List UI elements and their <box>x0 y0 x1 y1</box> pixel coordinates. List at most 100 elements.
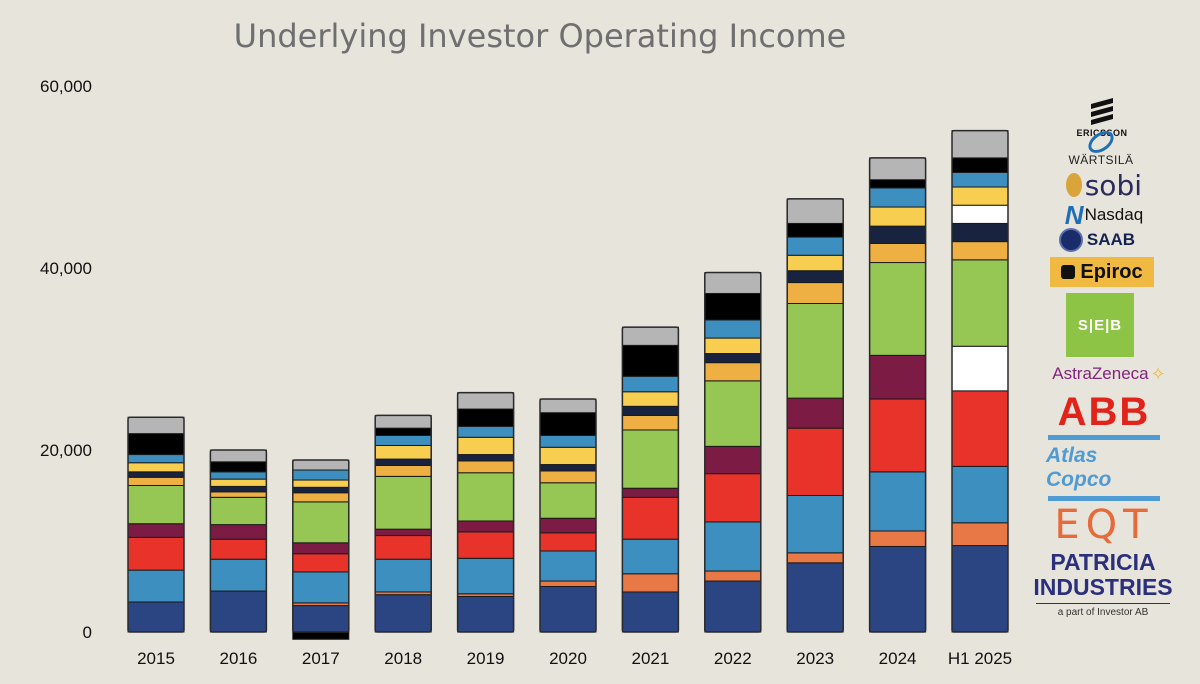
bar-segment <box>704 362 762 382</box>
bar-outline <box>292 459 350 633</box>
bar-outline <box>868 157 927 633</box>
bar-segment <box>127 416 185 435</box>
chart-title: Underlying Investor Operating Income <box>234 17 847 55</box>
bar-segment <box>951 204 1009 224</box>
bar-segment <box>539 470 597 484</box>
sobi-logo: sobi <box>1066 169 1142 202</box>
bar-outline <box>209 449 268 633</box>
abb-logo: ABB <box>1057 389 1151 434</box>
bar-stack <box>951 129 1009 633</box>
bar-segment <box>457 392 515 410</box>
epiroc-logo: Epiroc <box>1050 257 1154 287</box>
bar-segment <box>951 241 1009 261</box>
bar-segment <box>786 302 844 399</box>
bar-segment <box>292 492 350 503</box>
bar-segment <box>209 558 267 592</box>
bar-stack <box>374 414 432 633</box>
bar-segment <box>539 550 597 582</box>
bar-outline <box>621 326 680 633</box>
bar-segment <box>292 553 350 573</box>
bar-outline <box>127 416 185 633</box>
bar-segment <box>292 605 350 633</box>
bar-segment <box>457 472 515 522</box>
bar-segment <box>786 254 844 272</box>
bar-segment <box>457 557 515 595</box>
bar-segment <box>869 354 927 400</box>
y-axis: 0 20,000 40,000 60,000 <box>40 77 92 642</box>
x-axis: 2015 2016 2017 2018 2019 2020 2021 2022 2023 2024… <box>137 649 1012 668</box>
bar-segment <box>951 171 1009 188</box>
x-tick-label: 2022 <box>714 649 752 668</box>
bar-segment <box>869 471 927 532</box>
bar-segment <box>539 412 597 436</box>
bar-segment <box>951 465 1009 524</box>
bar-segment <box>869 398 927 473</box>
bar-segment <box>539 482 597 519</box>
bar-outline <box>374 414 432 633</box>
bar-segment <box>209 478 267 487</box>
bar-segment <box>127 471 185 478</box>
bar-segment <box>786 198 844 224</box>
y-tick-label: 40,000 <box>40 259 92 278</box>
bar-segment <box>704 445 762 475</box>
bar-segment <box>457 454 515 462</box>
bar-segment <box>869 187 927 208</box>
bar-segment <box>209 590 267 633</box>
saab-logo: SAAB <box>1056 227 1138 253</box>
bar-segment <box>539 586 597 633</box>
bar-segment <box>127 433 185 456</box>
bar-segment <box>292 501 350 544</box>
company-logo-panel: ERICSSON WÄRTSILÄ sobi N Nasdaq SAAB Epi… <box>1032 95 1200 625</box>
bar-segment <box>704 272 762 294</box>
astrazeneca-logo: AstraZeneca ✧ <box>1052 363 1166 384</box>
bar-segment <box>951 222 1009 243</box>
y-tick-label: 20,000 <box>40 441 92 460</box>
bar-segment <box>209 491 267 498</box>
bar-segment <box>704 319 762 339</box>
bar-segment <box>786 397 844 429</box>
bar-segment <box>951 522 1009 547</box>
bar-outline <box>704 271 762 633</box>
bar-segment <box>539 517 597 534</box>
bar-segment <box>292 479 350 488</box>
bar-segment <box>786 282 844 304</box>
bar-segment <box>539 434 597 448</box>
bar-segment <box>951 390 1009 467</box>
bar-segment <box>539 446 597 466</box>
bar-segment <box>539 580 597 587</box>
bar-segment <box>869 225 927 244</box>
bar-segment <box>209 471 267 480</box>
bar-stack <box>127 416 185 633</box>
bar-segment <box>374 414 432 429</box>
bar-stack <box>456 391 515 633</box>
bar-segment <box>209 449 267 463</box>
bar-segment <box>209 496 267 526</box>
bar-segment <box>457 408 515 427</box>
bar-segment <box>374 458 432 466</box>
astrazeneca-icon: ✧ <box>1150 363 1166 384</box>
bar-segment <box>374 464 432 477</box>
bar-outline <box>539 398 597 633</box>
x-tick-label: 2021 <box>631 649 669 668</box>
bar-segment <box>292 459 350 471</box>
patricia-industries-logo: PATRICIA INDUSTRIES a part of Investor A… <box>1033 549 1173 619</box>
bar-segment <box>292 486 350 494</box>
bar-segment <box>621 344 679 377</box>
bar-segment <box>704 353 762 364</box>
x-tick-label: 2024 <box>879 649 917 668</box>
bar-segment <box>951 259 1009 347</box>
bar-segment <box>786 562 844 633</box>
bar-segment <box>457 436 515 456</box>
bar-segment <box>621 405 679 416</box>
bar-segment <box>127 569 185 603</box>
bar-segment <box>374 558 432 593</box>
bar-segment <box>621 326 679 346</box>
bar-stacks <box>127 129 1009 640</box>
bar-segment <box>209 485 267 493</box>
bar-stack <box>539 398 597 633</box>
bar-segment <box>127 454 185 464</box>
bar-segment <box>127 462 185 473</box>
bar-outline <box>786 198 844 633</box>
bar-stack <box>621 326 680 633</box>
x-tick-label: 2023 <box>796 649 834 668</box>
